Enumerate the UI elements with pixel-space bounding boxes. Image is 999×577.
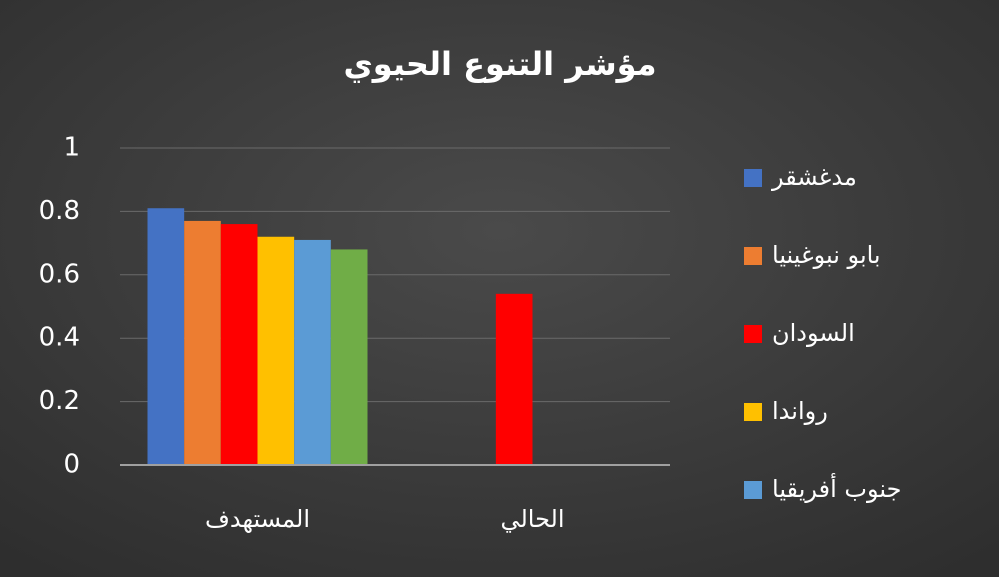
x-tick-label: المستهدف bbox=[205, 505, 310, 533]
y-tick-label: 0.6 bbox=[39, 259, 80, 289]
legend-swatch bbox=[744, 403, 762, 421]
bar bbox=[147, 208, 185, 466]
legend-label: جنوب أفريقيا bbox=[772, 473, 901, 503]
y-tick-label: 0.2 bbox=[39, 386, 80, 416]
chart-title: مؤشر التنوع الحيوي bbox=[343, 45, 656, 83]
legend-label: بابو نبوغينيا bbox=[772, 241, 881, 269]
legend-swatch bbox=[744, 481, 762, 499]
y-tick-label: 0.4 bbox=[39, 323, 80, 353]
x-tick-label: الحالي bbox=[500, 505, 564, 533]
bar bbox=[495, 293, 533, 465]
y-tick-label: 0.8 bbox=[39, 196, 80, 226]
bar bbox=[184, 220, 221, 465]
bar bbox=[294, 239, 331, 465]
legend-swatch bbox=[744, 247, 762, 265]
legend-label: مدغشقر bbox=[771, 163, 857, 191]
y-tick-label: 1 bbox=[63, 133, 80, 163]
bar bbox=[330, 249, 368, 465]
bar bbox=[257, 236, 295, 465]
legend-label: السودان bbox=[772, 319, 855, 347]
legend-swatch bbox=[744, 325, 762, 343]
legend-label: رواندا bbox=[772, 397, 828, 425]
y-tick-label: 0 bbox=[63, 450, 80, 480]
bar bbox=[220, 224, 258, 465]
legend-swatch bbox=[744, 169, 762, 187]
